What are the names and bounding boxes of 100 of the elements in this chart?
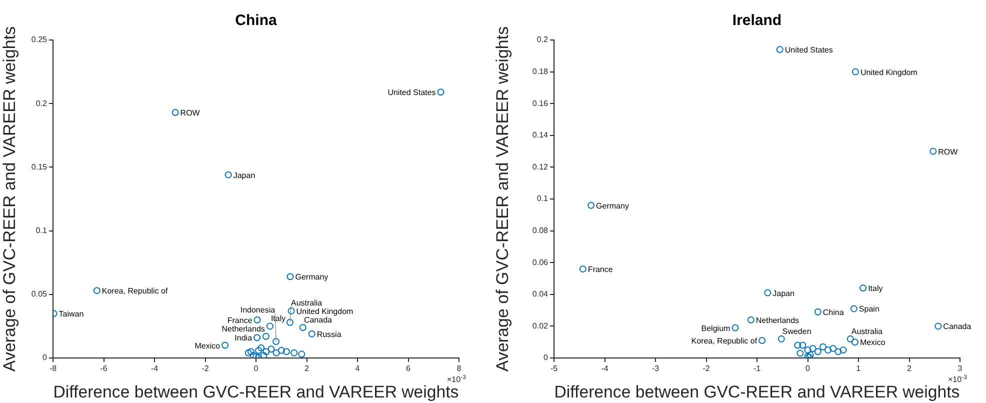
x-tick-label: -5	[550, 364, 558, 374]
point	[272, 349, 280, 356]
annotation: ROW	[180, 108, 200, 118]
y-tick-label: 0.15	[31, 162, 48, 172]
point	[288, 307, 295, 314]
point	[840, 346, 847, 354]
annotation: Germany	[596, 201, 629, 210]
annotation: Japan	[772, 288, 794, 298]
point	[860, 284, 867, 292]
annotation: Korea, Republic of	[102, 286, 168, 296]
x-tick-label: -8	[49, 364, 58, 374]
x-tick-label: -6	[100, 364, 108, 374]
annotation: Mexico	[194, 341, 221, 350]
annotation: Netherlands	[756, 316, 800, 325]
point	[814, 348, 822, 356]
point	[732, 324, 739, 332]
x-tick-label: -4	[601, 364, 609, 374]
point	[930, 148, 937, 155]
x-tick-label: -3	[652, 364, 660, 374]
point	[834, 348, 842, 356]
point	[851, 338, 858, 346]
point	[852, 68, 859, 76]
point	[278, 346, 285, 354]
annotation: Spain	[858, 304, 880, 314]
point	[758, 337, 766, 344]
annotation: Italy	[868, 284, 883, 294]
y-tick-label: 0.02	[532, 321, 549, 330]
point	[222, 342, 229, 349]
point	[799, 342, 806, 349]
y-tick-label: 0.04	[532, 290, 549, 299]
y-axis-title: Average of GVC-REER and VAREER weights	[492, 26, 512, 372]
annotation: United Kingdom	[296, 306, 354, 316]
annotation: Sweden	[782, 326, 812, 336]
point	[272, 338, 280, 345]
point	[282, 348, 290, 356]
y-tick-label: 0	[544, 353, 549, 362]
x-tick-label: -4	[150, 364, 159, 374]
point	[794, 342, 802, 349]
point	[254, 334, 261, 342]
point	[266, 322, 274, 330]
point	[262, 332, 270, 340]
y-tick-label: 0.25	[31, 35, 48, 44]
annotation: Australia	[851, 326, 884, 336]
point	[588, 202, 595, 209]
y-tick-label: 0.1	[536, 194, 549, 204]
point	[796, 350, 804, 357]
point	[299, 324, 306, 331]
point	[579, 265, 586, 272]
point	[747, 316, 754, 324]
y-tick-label: 0.08	[532, 226, 549, 236]
annotation: United Kingdom	[860, 68, 918, 77]
annotation: Canada	[943, 322, 972, 332]
y-tick-label: 0.1	[36, 226, 48, 236]
y-tick-label: 0.16	[532, 98, 549, 108]
annotation: Netherlands	[222, 324, 265, 334]
annotation: Taiwan	[58, 309, 84, 318]
point	[814, 308, 822, 316]
chart-title: Ireland	[732, 12, 782, 29]
y-tick-label: 0.2	[536, 35, 549, 44]
x-tick-label: 3	[958, 364, 963, 374]
point	[250, 352, 257, 358]
annotation: Japan	[233, 170, 256, 180]
annotation: Australia	[291, 298, 323, 308]
annotation: France	[227, 316, 253, 325]
point	[830, 344, 837, 352]
x-tick-label: -2	[702, 364, 710, 374]
annotation: Russia	[316, 330, 342, 339]
annotation: Mexico	[860, 338, 886, 348]
point	[255, 346, 262, 354]
point	[244, 349, 252, 356]
x-axis-title: Difference between GVC-REER and VAREER weights	[554, 382, 960, 402]
point	[268, 346, 275, 353]
point	[290, 349, 298, 356]
x-tick-label: 8	[456, 364, 462, 374]
point	[934, 322, 942, 330]
annotation: Germany	[295, 272, 328, 282]
x-tick-label: 1	[856, 364, 862, 374]
x-tick-label: 4	[355, 364, 360, 374]
y-tick-label: 0.18	[532, 67, 549, 76]
point	[252, 353, 260, 358]
annotation: France	[588, 264, 614, 274]
x-axis-title: Difference between GVC-REER and VAREER weights	[53, 382, 459, 402]
x-tick-label: 6	[406, 364, 412, 374]
y-tick-label: 0	[42, 353, 48, 362]
annotation: Italy	[270, 314, 286, 324]
point	[172, 109, 179, 116]
annotation: United States	[388, 88, 436, 98]
point	[824, 346, 832, 354]
point	[224, 171, 232, 178]
point	[286, 318, 294, 326]
annotation: Canada	[304, 315, 333, 324]
point	[437, 88, 444, 96]
point	[804, 346, 812, 354]
point	[846, 335, 854, 342]
annotation: India	[234, 334, 253, 343]
point	[778, 335, 785, 342]
y-axis-title: Average of GVC-REER and VAREER weights	[0, 26, 19, 372]
point	[260, 352, 268, 358]
point	[850, 305, 858, 312]
x-tick-label: 0	[254, 364, 259, 374]
